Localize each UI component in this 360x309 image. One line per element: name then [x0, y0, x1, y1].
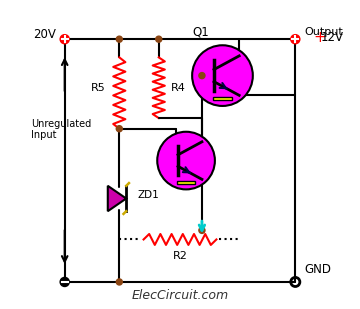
Circle shape [192, 45, 253, 106]
Text: Unregulated: Unregulated [31, 119, 91, 129]
Circle shape [116, 36, 122, 42]
Text: GND: GND [305, 263, 332, 276]
Polygon shape [108, 186, 126, 211]
Circle shape [116, 279, 122, 285]
Text: R4: R4 [171, 83, 186, 93]
Text: Input: Input [31, 130, 57, 140]
Circle shape [291, 35, 300, 44]
Circle shape [60, 277, 69, 286]
Circle shape [60, 35, 69, 44]
Circle shape [199, 73, 205, 78]
Circle shape [157, 132, 215, 189]
Bar [213, 97, 232, 100]
Text: 12V: 12V [321, 31, 344, 44]
Text: ZD1: ZD1 [138, 190, 159, 201]
Text: Output: Output [305, 27, 343, 36]
Bar [177, 181, 195, 184]
Text: R2: R2 [172, 251, 188, 261]
Circle shape [116, 126, 122, 132]
Text: +: + [314, 30, 326, 45]
Text: R5: R5 [91, 83, 105, 93]
Circle shape [199, 227, 205, 233]
Text: ElecCircuit.com: ElecCircuit.com [131, 289, 229, 302]
Text: 20V: 20V [33, 28, 55, 41]
Text: Q1: Q1 [193, 25, 210, 38]
Circle shape [156, 36, 162, 42]
